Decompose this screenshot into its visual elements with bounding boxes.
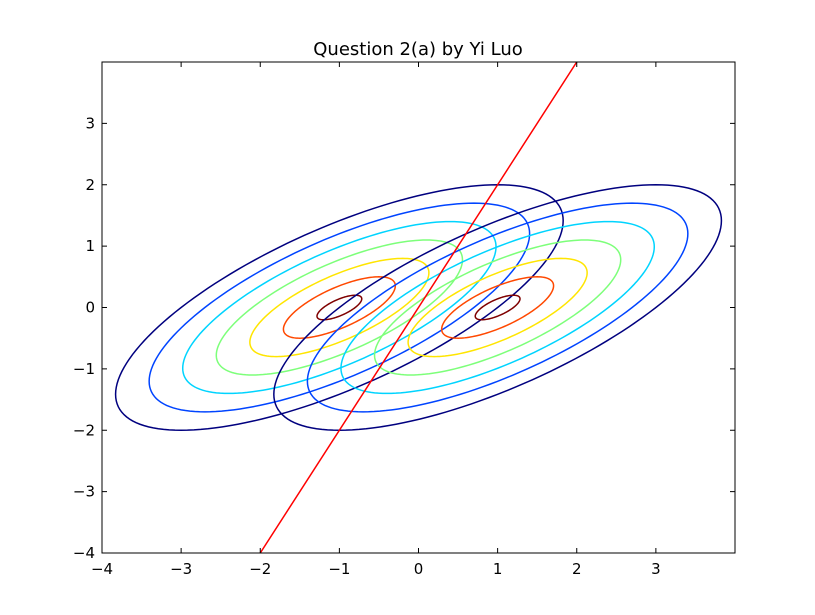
- x-tick-label: −4: [91, 560, 113, 578]
- x-tick-label: −1: [328, 560, 350, 578]
- y-tick-label: −1: [73, 360, 95, 378]
- contour-line-2-7: [474, 294, 521, 321]
- contour-line-1-7: [316, 294, 363, 321]
- contour-line-1-5: [249, 257, 430, 358]
- decision-boundary-layer: [259, 62, 578, 553]
- y-tick-label: −4: [73, 544, 95, 562]
- x-tick-label: 0: [414, 560, 424, 578]
- contour-line-1-3: [181, 220, 497, 395]
- x-tick-label: −2: [249, 560, 271, 578]
- contour-line-2-3: [340, 220, 656, 395]
- contour-line-2-4: [373, 239, 622, 376]
- y-tick-label: 3: [85, 114, 95, 132]
- x-tick-label: 1: [493, 560, 503, 578]
- tick-layer: −4 −3 −2 −1 0 1 2 3 −4 −3 −2 −1 0 1 2 3: [73, 62, 735, 578]
- x-tick-label: −3: [170, 560, 192, 578]
- contour-line-2-1: [273, 183, 723, 432]
- y-tick-label: −3: [73, 483, 95, 501]
- contour-line-1-2: [148, 202, 531, 413]
- decision-boundary-line: [259, 62, 578, 553]
- contour-line-1-4: [215, 239, 464, 376]
- contour-layer: [114, 183, 723, 432]
- x-tick-label: 2: [572, 560, 582, 578]
- contour-line-1-6: [282, 276, 397, 339]
- contour-line-2-6: [440, 276, 555, 339]
- contour-line-1-1: [114, 183, 564, 432]
- contour-line-2-5: [407, 257, 588, 358]
- y-tick-label: 1: [85, 237, 95, 255]
- x-tick-label: 3: [651, 560, 661, 578]
- y-tick-label: 0: [85, 299, 95, 317]
- contour-line-2-2: [306, 202, 689, 413]
- y-tick-label: −2: [73, 421, 95, 439]
- chart-title: Question 2(a) by Yi Luo: [313, 39, 523, 60]
- y-tick-label: 2: [85, 176, 95, 194]
